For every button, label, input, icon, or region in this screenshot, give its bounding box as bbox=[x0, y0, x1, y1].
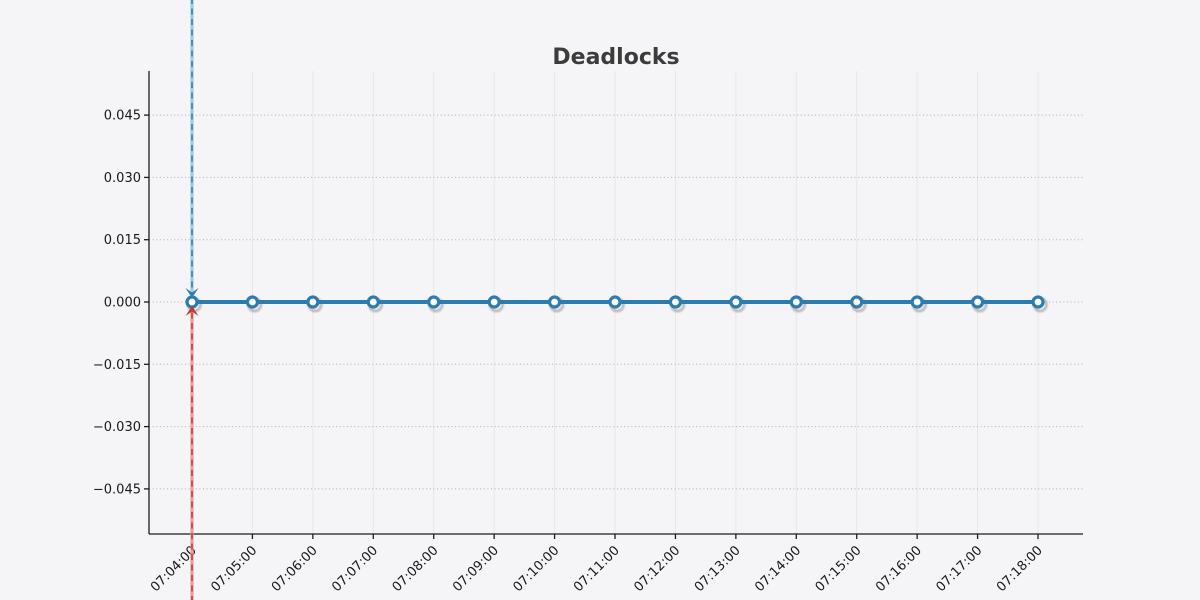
data-point-marker bbox=[487, 295, 501, 309]
data-point-marker bbox=[910, 295, 924, 309]
x-tick-label: 07:16:00 bbox=[873, 543, 925, 595]
data-point-marker bbox=[729, 295, 743, 309]
cursor-arrow-up-arrowhead-icon bbox=[185, 306, 199, 316]
data-point-marker bbox=[608, 295, 622, 309]
y-tick-label: 0.045 bbox=[104, 109, 141, 124]
x-tick-label: 07:15:00 bbox=[813, 543, 865, 595]
data-point-marker bbox=[789, 295, 803, 309]
x-tick-label: 07:06:00 bbox=[269, 543, 321, 595]
data-point-marker bbox=[245, 295, 260, 309]
x-tick-label: 07:07:00 bbox=[329, 543, 381, 595]
x-tick-label: 07:08:00 bbox=[390, 543, 442, 595]
cursor-arrow-down-arrowhead-icon bbox=[185, 288, 199, 298]
x-tick-label: 07:18:00 bbox=[994, 543, 1046, 595]
x-tick-label: 07:17:00 bbox=[934, 543, 986, 595]
y-tick-label: 0.030 bbox=[104, 171, 141, 186]
x-tick-label: 07:13:00 bbox=[692, 543, 744, 595]
x-tick-label: 07:11:00 bbox=[571, 543, 623, 595]
data-point-marker bbox=[366, 295, 380, 309]
x-tick-label: 07:12:00 bbox=[631, 543, 683, 595]
data-point-marker bbox=[185, 295, 199, 309]
x-tick-label: 07:14:00 bbox=[752, 543, 804, 595]
x-tick-label: 07:05:00 bbox=[208, 543, 260, 595]
x-tick-label: 07:09:00 bbox=[450, 543, 502, 595]
x-tick-label: 07:10:00 bbox=[511, 543, 563, 595]
y-tick-label: 0.000 bbox=[104, 296, 141, 311]
data-point-marker bbox=[1031, 295, 1045, 309]
chart-title: Deadlocks bbox=[552, 45, 679, 70]
data-point-marker bbox=[970, 295, 985, 309]
data-point-marker bbox=[547, 295, 562, 309]
y-tick-label: 0.015 bbox=[104, 233, 141, 248]
y-tick-label: −0.015 bbox=[93, 358, 141, 373]
data-point-marker bbox=[850, 295, 864, 309]
y-tick-label: −0.030 bbox=[93, 420, 141, 435]
y-tick-label: −0.045 bbox=[93, 482, 141, 497]
data-point-marker bbox=[427, 295, 441, 309]
data-point-marker bbox=[306, 295, 320, 309]
data-point-marker bbox=[668, 295, 683, 309]
